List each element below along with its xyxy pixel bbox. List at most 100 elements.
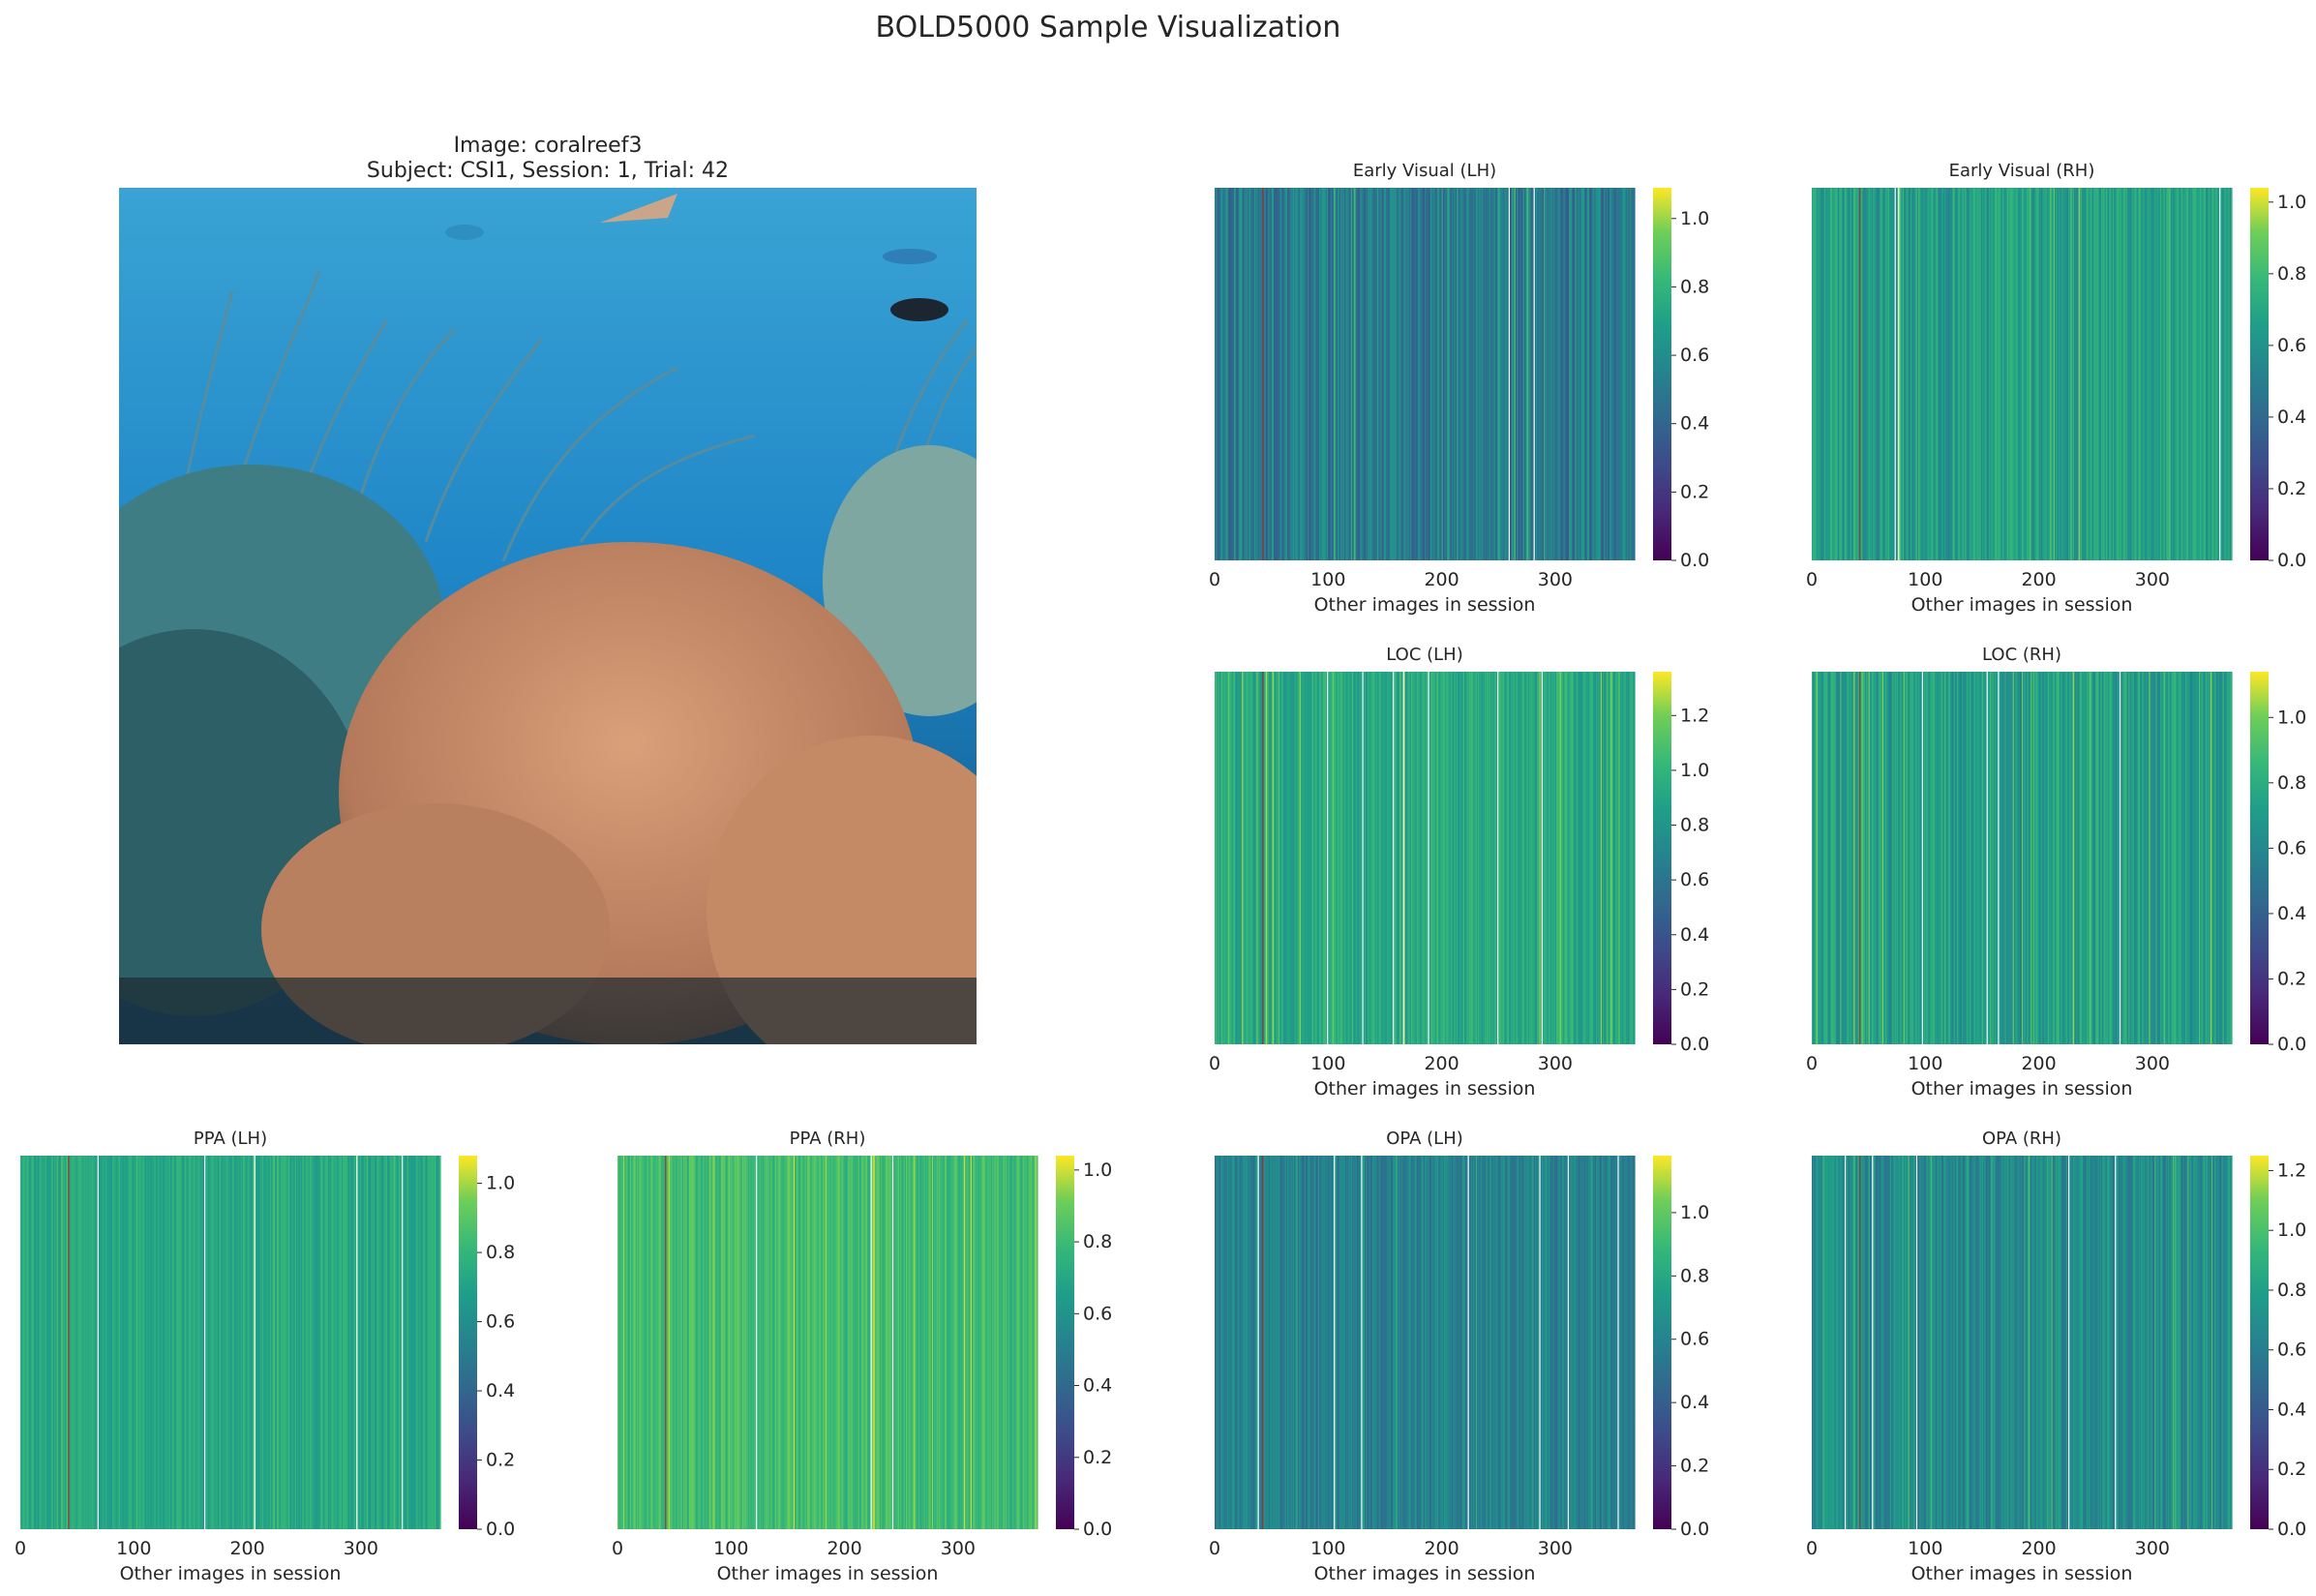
heatmap-cell	[1022, 1156, 1025, 1529]
heatmap-cell	[88, 1156, 91, 1529]
heatmap-cell	[1822, 188, 1825, 560]
heatmap-cell	[190, 1156, 193, 1529]
heatmap-cell	[810, 1156, 813, 1529]
heatmap-cell	[638, 1156, 640, 1529]
heatmap-cell	[2142, 1156, 2145, 1529]
heatmap-cell	[1455, 188, 1458, 560]
heatmap-cell	[901, 1156, 904, 1529]
heatmap-cell	[874, 1156, 876, 1529]
heatmap-cell	[2228, 188, 2231, 560]
heatmap-cell	[2037, 1156, 2040, 1529]
figure-title: BOLD5000 Sample Visualization	[876, 11, 1341, 45]
heatmap-cell	[414, 1156, 416, 1529]
heatmap-cell	[1554, 672, 1557, 1044]
heatmap-cell	[832, 1156, 835, 1529]
heatmap-cell	[725, 1156, 728, 1529]
heatmap-cell	[1513, 1156, 1516, 1529]
heatmap-cell	[990, 1156, 993, 1529]
heatmap-cell	[2009, 672, 2011, 1044]
heatmap-cell	[1612, 188, 1615, 560]
heatmap-cell	[1951, 188, 1954, 560]
heatmap-cell	[1377, 188, 1380, 560]
heatmap-cell	[1360, 188, 1362, 560]
heatmap-cell	[1493, 1156, 1496, 1529]
heatmap-cell	[1374, 672, 1377, 1044]
heatmap-cell	[1316, 1156, 1319, 1529]
heatmap-cell	[287, 1156, 290, 1529]
heatmap-cell	[265, 1156, 268, 1529]
heatmap-cell	[2039, 672, 2042, 1044]
heatmap-cell	[2014, 672, 2017, 1044]
heatmap-cell	[1471, 672, 1473, 1044]
heatmap-cell	[973, 1156, 975, 1529]
heatmap-cell	[1987, 672, 1990, 1044]
heatmap-cell	[1508, 672, 1511, 1044]
heatmap-cell	[1594, 188, 1597, 560]
heatmap-cell	[1920, 1156, 1923, 1529]
heatmap-cell	[1878, 188, 1880, 560]
heatmap-cell	[1847, 672, 1850, 1044]
heatmap-cell	[2143, 188, 2146, 560]
heatmap-cell	[24, 1156, 27, 1529]
heatmap-cell	[1383, 188, 1386, 560]
colorbar-tick-label: 0.6	[1680, 345, 1709, 366]
heatmap-cell	[2006, 672, 2009, 1044]
heatmap-cell	[2051, 188, 2054, 560]
heatmap-cell	[1390, 672, 1393, 1044]
heatmap-cell	[1240, 1156, 1243, 1529]
heatmap-cell	[1521, 1156, 1524, 1529]
colorbar-tick-label: 0.6	[1083, 1303, 1112, 1324]
heatmap-cell	[1353, 188, 1355, 560]
heatmap-cell	[1518, 188, 1519, 560]
heatmap-cell	[2020, 188, 2023, 560]
heatmap-cell	[1225, 188, 1228, 560]
heatmap-cell	[2077, 1156, 2080, 1529]
heatmap-cell	[2213, 188, 2215, 560]
heatmap-cell	[2022, 1156, 2024, 1529]
heatmap-title: LOC (LH)	[1386, 645, 1462, 665]
heatmap-cell	[2130, 672, 2133, 1044]
heatmap-cell	[1416, 672, 1419, 1044]
heatmap-cell	[226, 1156, 229, 1529]
heatmap-cell	[1265, 188, 1268, 560]
colorbar	[2250, 188, 2269, 560]
heatmap-cell	[1631, 1156, 1634, 1529]
heatmap-cell	[2164, 1156, 2167, 1529]
heatmap-cell	[1512, 672, 1515, 1044]
heatmap-cell	[861, 1156, 863, 1529]
heatmap-cell	[1918, 188, 1921, 560]
heatmap-cell	[1454, 1156, 1457, 1529]
heatmap-cell	[1829, 188, 1832, 560]
heatmap-cell	[23, 1156, 26, 1529]
heatmap-cell	[2122, 672, 2125, 1044]
heatmap-cell	[45, 1156, 48, 1529]
heatmap-cell	[882, 1156, 885, 1529]
heatmap-cell	[2109, 1156, 2112, 1529]
heatmap-cell	[2090, 1156, 2093, 1529]
heatmap-cell	[1623, 1156, 1626, 1529]
heatmap-cell	[1338, 672, 1340, 1044]
heatmap-cell	[1388, 1156, 1391, 1529]
heatmap-cell	[2115, 188, 2117, 560]
heatmap-cell	[1255, 1156, 1257, 1529]
heatmap-cell	[2124, 672, 2127, 1044]
heatmap-cell	[1469, 188, 1472, 560]
heatmap-cell	[2163, 188, 2166, 560]
heatmap-cell	[2115, 1156, 2117, 1529]
heatmap-cell	[782, 1156, 784, 1529]
heatmap-cell	[1429, 672, 1431, 1044]
heatmap-cell	[2031, 672, 2034, 1044]
heatmap-cell	[415, 1156, 417, 1529]
heatmap-cell	[1858, 672, 1860, 1044]
heatmap-cell	[1409, 672, 1412, 1044]
heatmap-cell	[1977, 1156, 1980, 1529]
heatmap-cell	[1971, 188, 1974, 560]
colorbar	[1653, 1156, 1671, 1529]
heatmap-cell	[1609, 188, 1611, 560]
heatmap-cell	[1880, 188, 1883, 560]
heatmap-cell	[2084, 1156, 2087, 1529]
heatmap-cell	[2029, 1156, 2030, 1529]
heatmap-cell	[2098, 1156, 2101, 1529]
heatmap-cell	[1270, 188, 1273, 560]
heatmap-cell	[1986, 1156, 1989, 1529]
